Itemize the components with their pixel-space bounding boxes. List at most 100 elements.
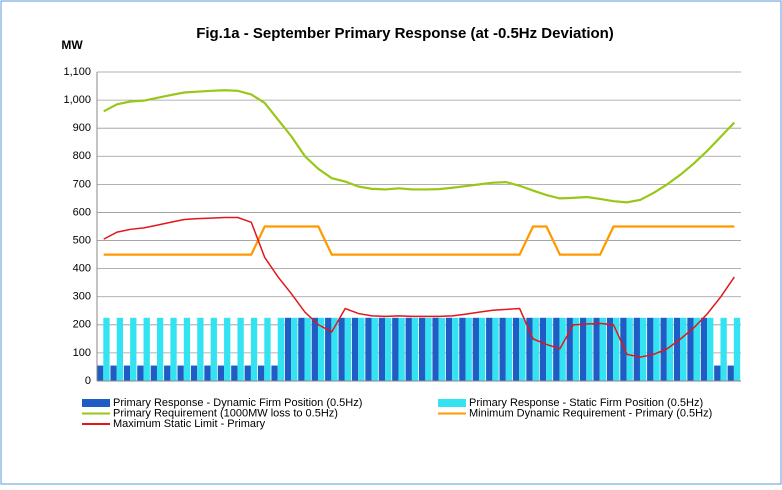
y-tick-label: 700 <box>73 178 91 190</box>
bar <box>358 317 365 381</box>
bar <box>224 317 231 381</box>
legend-label: Maximum Static Limit - Primary <box>113 418 266 430</box>
bar <box>425 317 432 381</box>
y-tick-label: 600 <box>73 206 91 218</box>
y-tick-label: 300 <box>73 291 91 303</box>
bar <box>546 317 553 381</box>
bar <box>445 317 453 381</box>
bar <box>559 317 566 381</box>
bar <box>519 317 526 381</box>
bar <box>244 365 251 381</box>
bar <box>714 365 721 381</box>
bar <box>405 317 412 381</box>
bar <box>231 365 238 381</box>
bar <box>572 317 580 381</box>
legend-swatch <box>438 399 466 407</box>
bar <box>197 317 204 381</box>
bar <box>593 317 600 381</box>
bar <box>392 317 399 381</box>
bar <box>452 317 459 381</box>
bar <box>298 317 305 381</box>
y-axis-label: MW <box>61 38 83 52</box>
bar <box>687 317 694 381</box>
bar <box>620 317 627 381</box>
legend-swatch <box>82 399 110 407</box>
y-tick-label: 900 <box>73 122 91 134</box>
bar <box>411 317 419 381</box>
bar <box>385 317 392 381</box>
bar <box>304 317 311 381</box>
bar <box>277 317 285 381</box>
bar <box>465 317 472 381</box>
y-tick-label: 800 <box>73 150 91 162</box>
legend-label: Primary Response - Static Firm Position … <box>469 397 703 409</box>
bar <box>720 317 727 381</box>
bar <box>317 317 325 381</box>
bar <box>123 365 131 381</box>
bar <box>432 317 439 381</box>
bar <box>499 317 506 381</box>
bar <box>398 317 405 381</box>
bar <box>371 317 378 381</box>
bar <box>110 365 117 381</box>
bar <box>351 317 359 381</box>
bar <box>700 317 708 381</box>
bar <box>486 317 493 381</box>
bar <box>553 317 560 381</box>
y-tick-label: 1,100 <box>63 66 91 78</box>
bar <box>150 365 157 381</box>
bar <box>580 317 587 381</box>
bar <box>633 317 640 381</box>
y-tick-label: 100 <box>73 347 91 359</box>
line-series <box>103 225 735 256</box>
bar <box>673 317 681 381</box>
bar <box>217 365 225 381</box>
bar <box>478 317 486 381</box>
bar <box>338 317 345 381</box>
bar <box>419 317 426 381</box>
bar <box>204 365 211 381</box>
bar <box>512 317 520 381</box>
bar <box>210 317 217 381</box>
bar <box>459 317 466 381</box>
bar <box>250 317 258 381</box>
bar <box>284 317 292 381</box>
legend-label: Primary Requirement (1000MW loss to 0.5H… <box>113 407 338 419</box>
y-tick-label: 500 <box>73 234 91 246</box>
y-tick-label: 0 <box>85 375 91 387</box>
bar <box>170 317 177 381</box>
bar <box>130 317 137 381</box>
bar <box>680 317 687 381</box>
line-series <box>103 216 735 358</box>
bar <box>264 317 271 381</box>
bar <box>311 317 318 381</box>
line-series <box>103 89 736 204</box>
bar <box>344 317 352 381</box>
bar <box>532 317 539 381</box>
chart-title: Fig.1a - September Primary Response (at … <box>196 25 614 42</box>
y-tick-label: 200 <box>73 319 91 331</box>
bar <box>237 317 244 381</box>
bar <box>599 317 607 381</box>
bar <box>566 317 573 381</box>
bar <box>613 317 620 381</box>
bar <box>291 317 298 381</box>
bar <box>492 317 499 381</box>
bar <box>177 365 184 381</box>
bar <box>626 317 633 381</box>
bar <box>190 365 198 381</box>
bar <box>156 317 164 381</box>
bar <box>143 317 150 381</box>
bar <box>164 365 171 381</box>
bar <box>137 365 144 381</box>
bar <box>639 317 647 381</box>
bar <box>539 317 547 381</box>
bar <box>472 317 479 381</box>
bar <box>653 317 660 381</box>
bar <box>103 317 110 381</box>
bar <box>526 317 533 381</box>
bar <box>505 317 513 381</box>
bar <box>707 317 714 381</box>
bar <box>378 317 386 381</box>
